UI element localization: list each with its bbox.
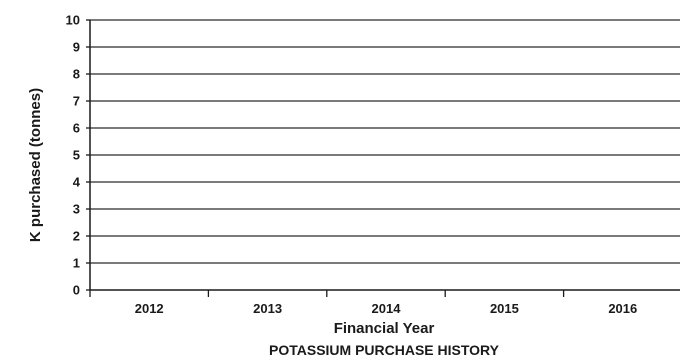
x-tick-label-2013: 2013 (253, 301, 282, 316)
y-tick-label: 3 (73, 202, 80, 217)
y-tick-label: 10 (66, 13, 80, 28)
axes (86, 19, 680, 297)
chart-title: POTASSIUM PURCHASE HISTORY (269, 342, 500, 358)
gridlines (90, 19, 680, 264)
y-tick-labels: 0 1 2 3 4 5 6 7 8 9 10 (66, 13, 81, 298)
x-tick-labels: 2012 2013 2014 2015 2016 (135, 301, 638, 316)
x-tick-label-2015: 2015 (490, 301, 519, 316)
y-tick-label: 5 (73, 148, 80, 163)
x-tick-label-2016: 2016 (608, 301, 637, 316)
y-tick-label: 7 (73, 94, 80, 109)
y-tick-label: 9 (73, 40, 80, 55)
y-tick-label: 6 (73, 121, 80, 136)
y-tick-label: 1 (73, 256, 80, 271)
y-tick-label: 4 (73, 175, 81, 190)
y-tick-label: 0 (73, 283, 80, 298)
y-axis-title: K purchased (tonnes) (27, 88, 44, 242)
y-tick-label: 2 (73, 229, 80, 244)
x-tick-label-2012: 2012 (135, 301, 164, 316)
x-tick-label-2014: 2014 (372, 301, 402, 316)
x-axis-title: Financial Year (334, 320, 435, 337)
y-tick-label: 8 (73, 67, 80, 82)
